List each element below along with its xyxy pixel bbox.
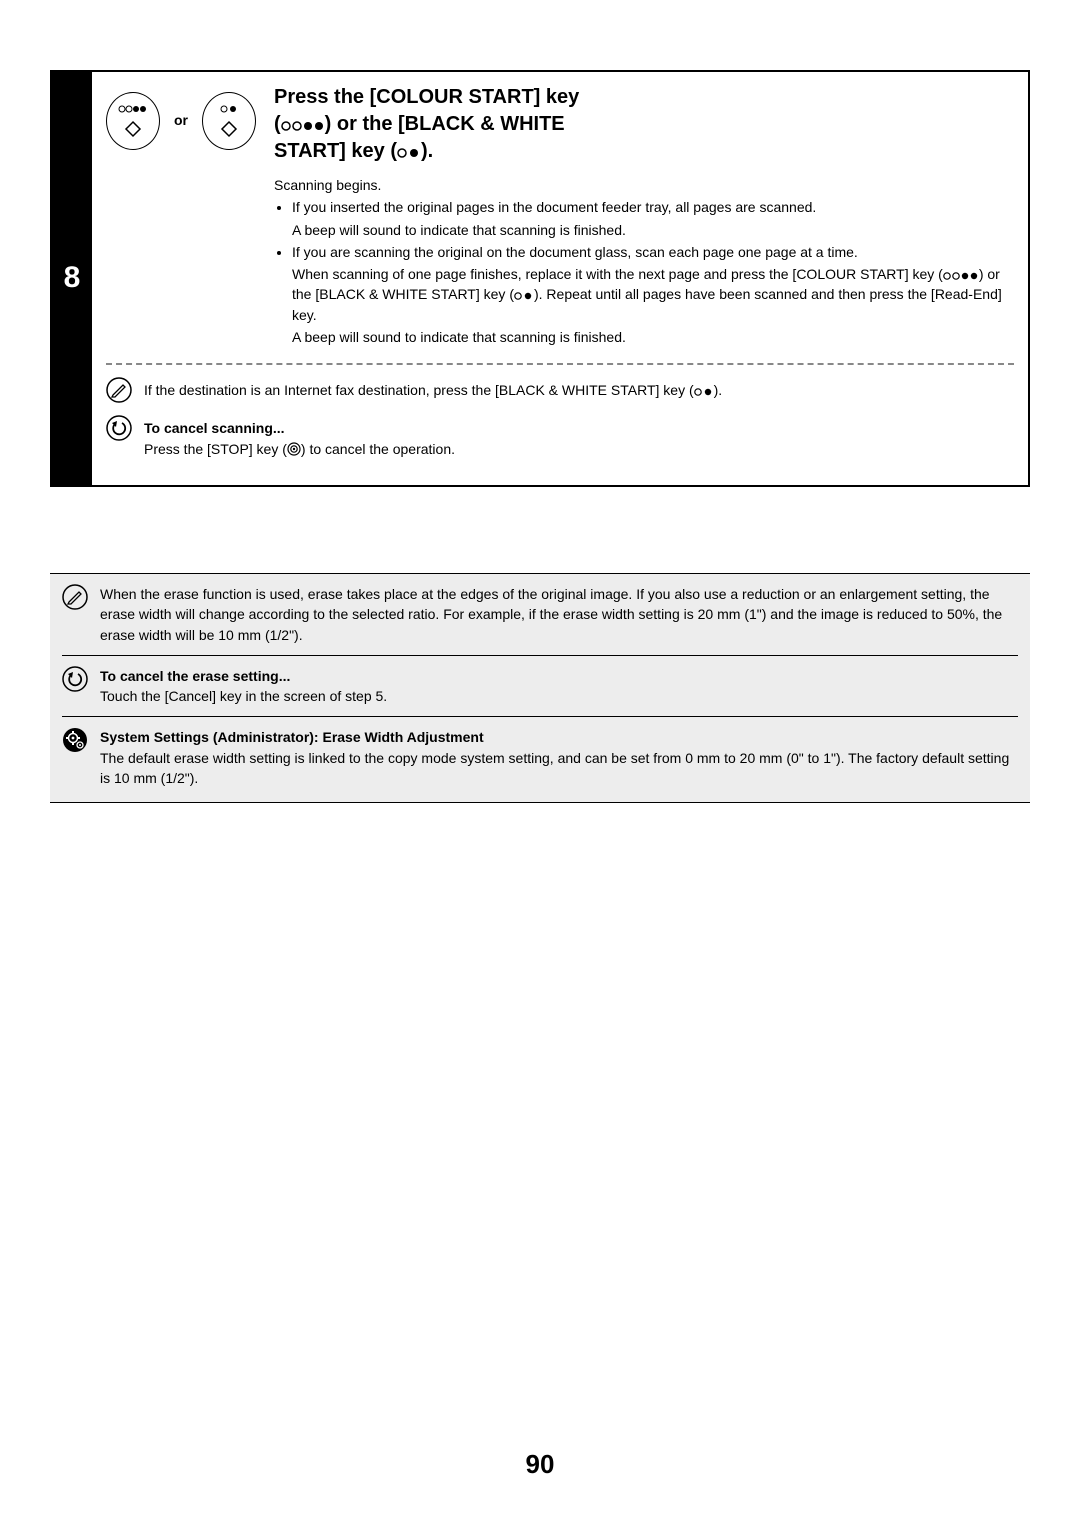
step-body: Scanning begins. If you inserted the ori… <box>274 175 1014 347</box>
back-icon <box>106 415 132 441</box>
dashed-divider <box>106 363 1014 365</box>
cancel-scanning-note: To cancel scanning... Press the [STOP] k… <box>106 415 1014 459</box>
pencil-icon <box>106 377 132 403</box>
info-panel: When the erase function is used, erase t… <box>50 573 1030 803</box>
bw-start-key-icon <box>202 92 256 150</box>
page-number: 90 <box>0 1449 1080 1480</box>
erase-note-section: When the erase function is used, erase t… <box>62 584 1018 655</box>
or-label: or <box>174 112 188 128</box>
step-heading: Press the [COLOUR START] key () or the [… <box>274 84 1014 165</box>
key-buttons-illustration: or <box>106 84 256 349</box>
system-settings-section: System Settings (Administrator): Erase W… <box>62 716 1018 788</box>
step-box: 8 or <box>50 70 1030 487</box>
pencil-icon <box>62 584 88 610</box>
cancel-erase-section: To cancel the erase setting... Touch the… <box>62 655 1018 717</box>
step-number: 8 <box>52 72 92 485</box>
gear-icon <box>62 727 88 753</box>
ifax-note: If the destination is an Internet fax de… <box>106 377 1014 403</box>
back-icon <box>62 666 88 692</box>
colour-start-key-icon <box>106 92 160 150</box>
step-content: or Press the [COLOUR START] key <box>92 72 1028 485</box>
